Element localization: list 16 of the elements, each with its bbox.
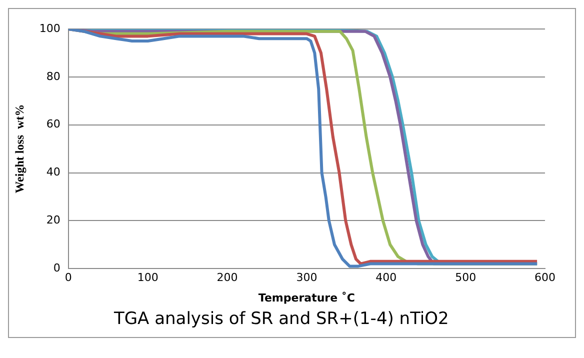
x-tick-label: 200 [216,271,238,284]
y-tick-label: 40 [46,166,60,179]
x-tick-label: 500 [455,271,476,284]
y-tick-label: 80 [46,70,60,83]
x-tick-label: 0 [64,271,72,284]
x-tick-label: 600 [534,271,556,284]
y-tick-label: 60 [46,118,60,131]
x-tick-label: 100 [137,271,158,284]
y-tick-label: 0 [53,261,60,274]
x-axis-title: Temperature ˚C [258,291,355,304]
x-tick-label: 300 [296,271,318,284]
y-tick-label: 20 [46,214,60,227]
text: TGA analysis of SR and SR+(1-4) nTiO2 [113,309,450,331]
y-axis-title: Weight loss wt% [12,104,26,194]
y-tick-label: 100 [39,22,60,35]
x-tick-label: 400 [376,271,397,284]
